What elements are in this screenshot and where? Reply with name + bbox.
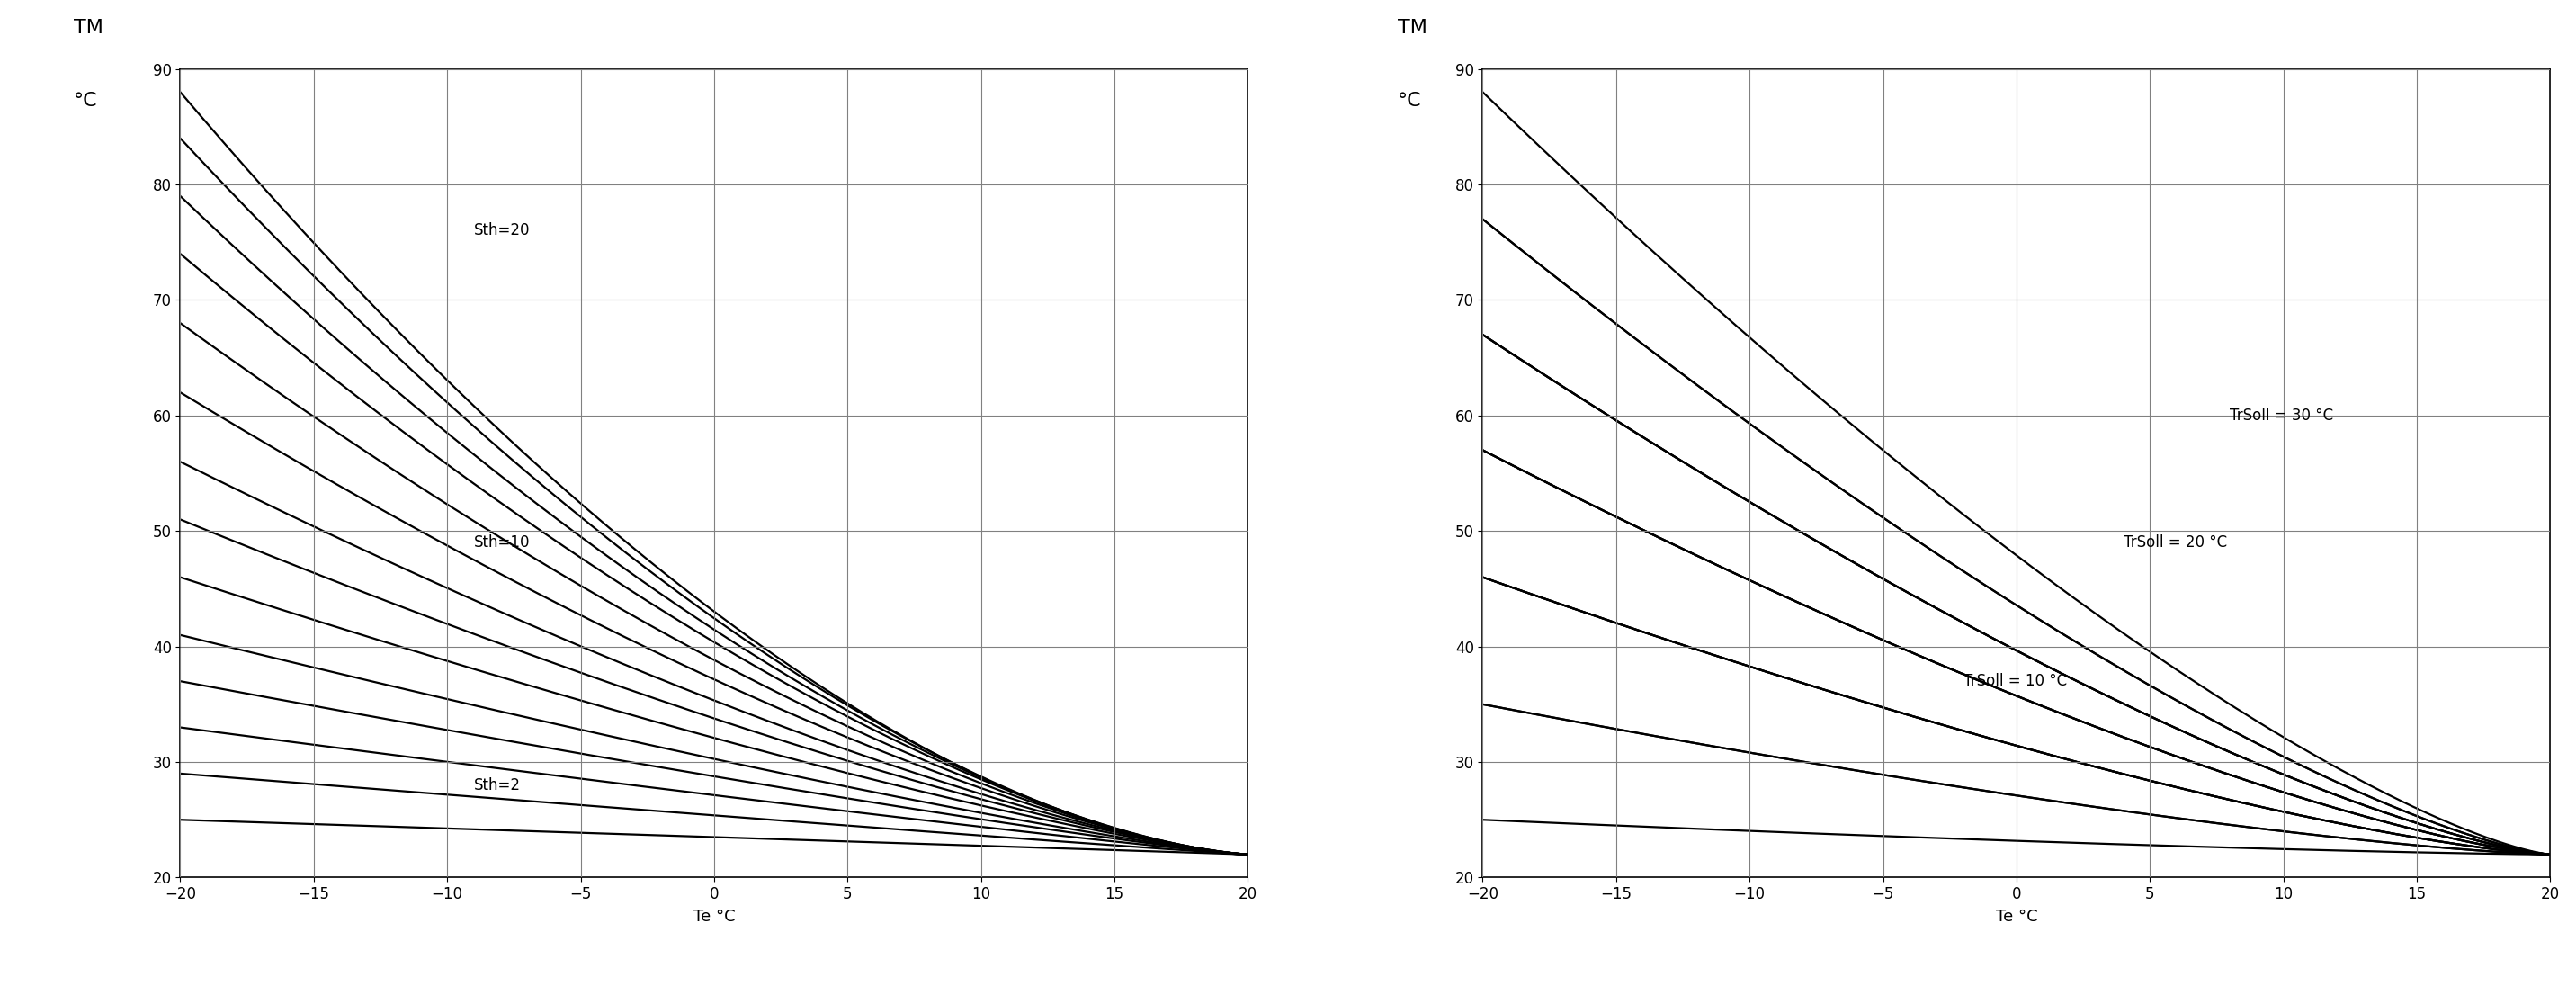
Text: TrSoll = 10 °C: TrSoll = 10 °C [1963,673,2066,689]
Text: TM: TM [1396,19,1427,36]
X-axis label: Te °C: Te °C [1996,909,2038,925]
X-axis label: Te °C: Te °C [693,909,734,925]
Text: Sth=20: Sth=20 [474,223,531,239]
Text: TrSoll = 30 °C: TrSoll = 30 °C [2231,407,2334,424]
Text: TrSoll = 20 °C: TrSoll = 20 °C [2123,534,2226,550]
Text: °C: °C [75,92,98,109]
Text: TM: TM [75,19,103,36]
Text: Sth=10: Sth=10 [474,534,531,550]
Text: °C: °C [1396,92,1422,109]
Text: Sth=2: Sth=2 [474,777,520,793]
